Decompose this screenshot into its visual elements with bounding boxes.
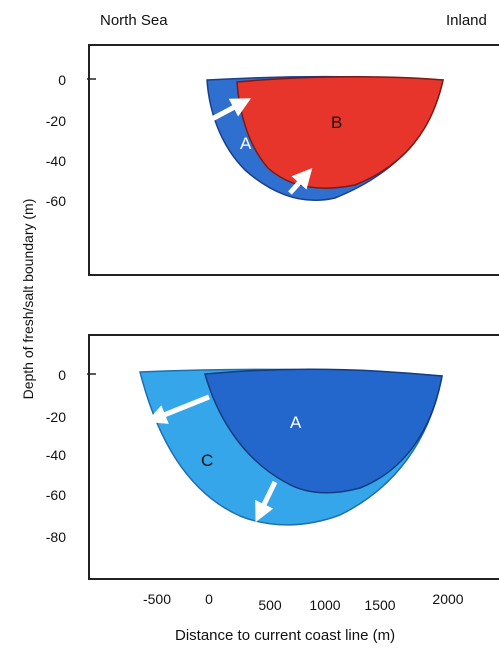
top-label-a: A (240, 134, 252, 153)
bottom-y-tick: -20 (45, 409, 66, 425)
bottom-label-c: C (201, 451, 213, 470)
x-axis-label: Distance to current coast line (m) (175, 627, 396, 644)
inland-label: Inland (446, 12, 487, 29)
bottom-y-tick: -40 (45, 447, 66, 463)
bottom-y-tick: -60 (45, 487, 66, 503)
bottom-region-a (204, 368, 443, 494)
bottom-arrow-2 (255, 480, 278, 523)
north-sea-label: North Sea (100, 12, 168, 29)
bottom-arrow-1 (146, 394, 210, 424)
x-tick: 2000 (432, 591, 464, 607)
top-region-b (236, 76, 444, 189)
bottom-panel (88, 334, 499, 580)
x-tick: 0 (205, 591, 213, 607)
top-arrow-1 (210, 98, 252, 122)
bottom-label-a: A (290, 413, 302, 432)
top-y-tick: -60 (45, 193, 66, 209)
top-panel (88, 44, 499, 276)
top-y-tick: -40 (45, 153, 66, 169)
top-y-tick: -20 (45, 113, 66, 129)
top-label-b: B (331, 113, 342, 132)
x-tick: 500 (258, 597, 282, 613)
x-tick: -500 (142, 591, 172, 607)
x-tick: 1000 (309, 597, 341, 613)
bottom-y-tick: -80 (45, 529, 66, 545)
top-y-tick: 0 (58, 72, 66, 88)
bottom-y-tick: 0 (58, 367, 66, 383)
x-tick: 1500 (364, 597, 396, 613)
top-arrow-2 (288, 168, 313, 195)
